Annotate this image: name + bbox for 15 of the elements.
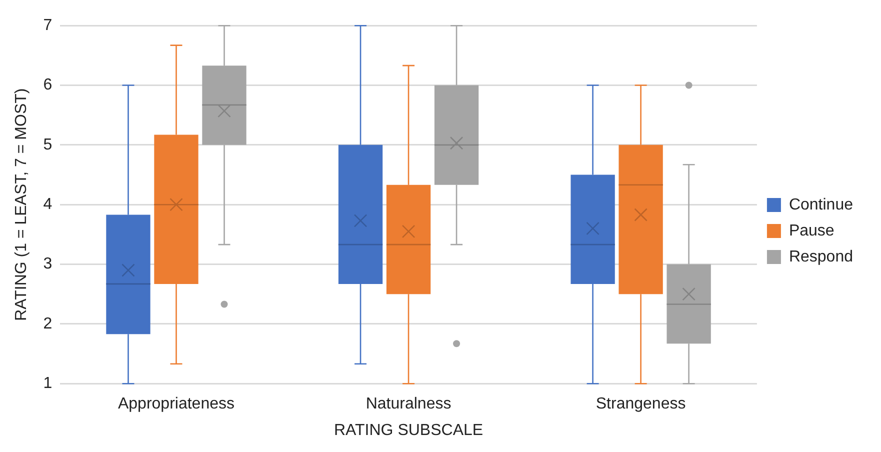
y-tick-label: 3	[43, 256, 52, 273]
x-axis-title: RATING SUBSCALE	[334, 422, 484, 439]
y-tick-label: 4	[43, 196, 52, 214]
y-axis-title: RATING (1 = LEAST, 7 = MOST)	[13, 88, 30, 321]
y-tick-label: 7	[43, 17, 52, 34]
x-tick-label: Strangeness	[596, 396, 686, 413]
y-tick-label: 1	[43, 375, 52, 392]
x-tick-label: Naturalness	[366, 396, 452, 413]
y-tick-label: 5	[43, 136, 52, 154]
legend-label: Continue	[788, 196, 854, 214]
legend-label: Respond	[788, 248, 853, 266]
y-tick-label: 2	[43, 315, 52, 332]
x-tick-label: Appropriateness	[118, 396, 234, 413]
legend-label: Pause	[788, 222, 834, 240]
y-tick-label: 6	[43, 76, 52, 94]
